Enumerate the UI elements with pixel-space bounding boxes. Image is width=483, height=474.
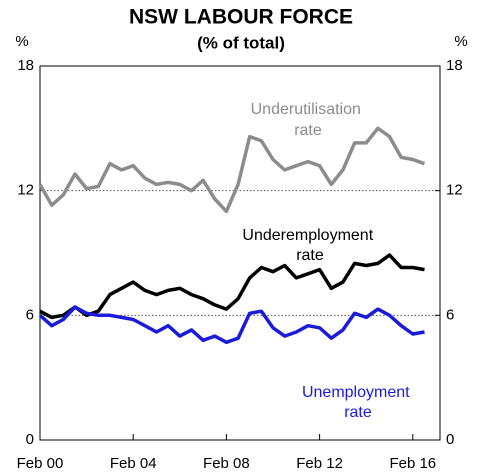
series-line [39, 253, 425, 320]
y-axis-label: % [15, 33, 28, 50]
x-tick-label: Feb 16 [389, 455, 436, 472]
y-tick-label: 18 [17, 57, 34, 74]
y2-axis-label: % [454, 33, 467, 50]
y-tick-label: 6 [26, 306, 34, 323]
chart-subtitle: (% of total) [197, 33, 285, 52]
y-tick-label: 12 [17, 182, 34, 199]
x-tick-label: Feb 12 [296, 455, 343, 472]
chart-title: NSW LABOUR FORCE [129, 6, 353, 29]
y-tick-label: 0 [26, 431, 34, 448]
y2-tick-label: 6 [446, 306, 454, 323]
x-tick-label: Feb 00 [17, 455, 64, 472]
y2-tick-label: 18 [446, 57, 463, 74]
x-tick-label: Feb 04 [110, 455, 157, 472]
plot-frame [39, 65, 441, 441]
series-line [38, 126, 426, 214]
y2-tick-label: 0 [446, 431, 454, 448]
series-label: Underutilisation rate [251, 101, 366, 139]
x-tick-label: Feb 08 [203, 455, 250, 472]
series-line [38, 305, 425, 345]
series-label: Underemployment rate [242, 227, 377, 264]
y2-tick-label: 12 [446, 182, 463, 199]
series-label: Unemployment rate [302, 384, 414, 421]
